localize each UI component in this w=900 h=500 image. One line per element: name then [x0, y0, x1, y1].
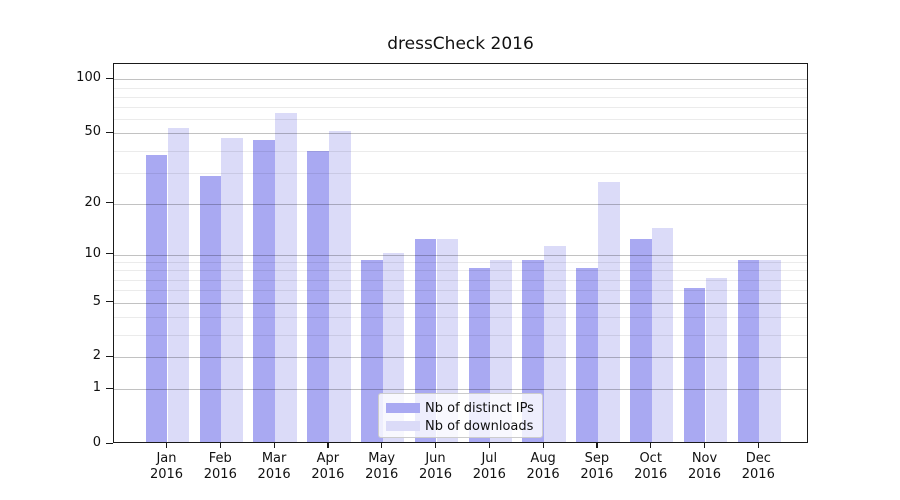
gridline-minor-3 [114, 334, 807, 336]
legend-label-downloads: Nb of downloads [425, 418, 534, 434]
gridline-major-2 [114, 357, 807, 359]
x-tick-label-may: May 2016 [365, 451, 399, 482]
y-tick-label-5: 5 [92, 293, 101, 309]
gridline-minor-4 [114, 316, 807, 318]
bar-downloads-aug [544, 245, 566, 442]
gridline-minor-9 [114, 262, 807, 264]
x-tick-mark-jun [435, 443, 437, 448]
bar-distinct-ips-jun [414, 239, 437, 442]
x-tick-mark-dec [757, 443, 760, 448]
gridline-major-100 [114, 79, 807, 81]
x-tick-mark-oct [650, 443, 652, 448]
x-tick-label-apr: Apr 2016 [311, 451, 345, 482]
y-tick-mark-50 [106, 131, 113, 134]
y-tick-label-20: 20 [84, 194, 101, 210]
gridline-minor-60 [114, 119, 807, 121]
gridline-major-50 [114, 133, 807, 135]
gridline-major-5 [114, 302, 807, 304]
y-tick-mark-5 [106, 301, 113, 303]
bar-distinct-ips-may [361, 260, 383, 442]
y-tick-label-1: 1 [92, 380, 101, 396]
y-tick-label-2: 2 [92, 348, 101, 364]
bar-downloads-sep [597, 181, 620, 442]
x-tick-mark-may [381, 443, 383, 448]
plot-area [113, 63, 808, 443]
x-tick-label-aug: Aug 2016 [526, 451, 560, 482]
gridline-minor-7 [114, 279, 807, 281]
x-tick-label-oct: Oct 2016 [634, 451, 668, 482]
bar-downloads-nov [705, 277, 728, 442]
y-tick-label-0: 0 [92, 435, 101, 450]
bar-distinct-ips-mar [253, 139, 276, 442]
bar-downloads-mar [275, 113, 297, 442]
x-tick-mark-jul [488, 443, 491, 448]
x-tick-mark-mar [273, 443, 275, 448]
y-tick-mark-1 [106, 387, 113, 389]
gridline-major-20 [114, 203, 807, 205]
x-tick-label-jun: Jun 2016 [418, 451, 453, 482]
chart-title: dressCheck 2016 [387, 34, 534, 54]
x-tick-mark-nov [704, 443, 706, 448]
y-tick-mark-0 [106, 442, 113, 444]
bar-distinct-ips-jan [145, 154, 168, 442]
bar-downloads-oct [651, 228, 674, 442]
bar-distinct-ips-feb [199, 176, 222, 442]
x-tick-mark-sep [596, 443, 598, 448]
legend-label-distinct-ips: Nb of distinct IPs [425, 400, 534, 416]
y-tick-mark-20 [106, 202, 113, 204]
bar-distinct-ips-sep [576, 268, 598, 442]
legend: Nb of distinct IPs Nb of downloads [378, 393, 543, 438]
y-tick-label-10: 10 [84, 245, 101, 261]
x-tick-label-jan: Jan 2016 [149, 451, 184, 482]
x-tick-label-dec: Dec 2016 [741, 451, 775, 482]
x-tick-mark-aug [542, 443, 544, 448]
x-tick-label-jul: Jul 2016 [472, 451, 506, 482]
bar-distinct-ips-apr [307, 150, 329, 442]
bar-distinct-ips-dec [737, 260, 760, 442]
legend-swatch-downloads [386, 421, 420, 431]
bar-downloads-jan [167, 128, 190, 442]
x-tick-label-feb: Feb 2016 [203, 451, 237, 482]
bar-distinct-ips-nov [683, 288, 706, 442]
y-tick-mark-10 [106, 253, 113, 255]
gridline-minor-70 [114, 107, 807, 109]
x-tick-label-nov: Nov 2016 [687, 451, 722, 482]
bar-downloads-feb [221, 137, 243, 442]
y-tick-mark-2 [106, 355, 113, 357]
gridline-minor-90 [114, 87, 807, 89]
legend-swatch-distinct-ips [386, 403, 420, 413]
x-tick-mark-apr [327, 443, 329, 448]
gridline-minor-6 [114, 290, 807, 292]
gridline-minor-40 [114, 150, 807, 152]
gridline-minor-8 [114, 270, 807, 272]
bar-downloads-apr [328, 131, 351, 442]
y-tick-label-50: 50 [84, 124, 101, 140]
gridline-major-1 [114, 389, 807, 391]
gridline-major-10 [114, 254, 807, 256]
gridline-minor-30 [114, 172, 807, 174]
x-tick-label-mar: Mar 2016 [257, 451, 291, 482]
x-tick-mark-jan [166, 443, 168, 448]
bar-distinct-ips-oct [630, 239, 652, 442]
bar-downloads-dec [759, 260, 781, 442]
gridline-minor-80 [114, 96, 807, 98]
x-tick-mark-feb [219, 443, 222, 448]
bar-downloads-jun [436, 239, 459, 442]
x-tick-label-sep: Sep 2016 [580, 451, 614, 482]
y-tick-label-100: 100 [76, 70, 101, 86]
y-tick-mark-100 [106, 77, 113, 80]
